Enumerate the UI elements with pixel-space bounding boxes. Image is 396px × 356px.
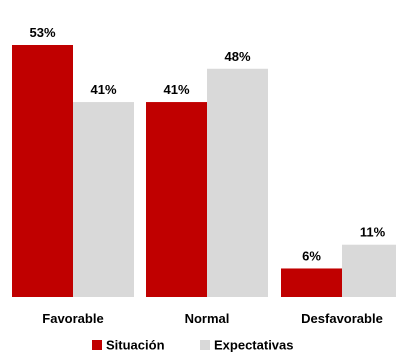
data-label-favorable-expectativas: 41%	[90, 82, 116, 97]
legend: Situación Expectativas	[92, 338, 294, 353]
category-labels-layer: Favorable Normal Desfavorable	[42, 311, 383, 326]
legend-swatch-situacion	[92, 340, 102, 350]
legend-label-situacion: Situación	[106, 338, 165, 353]
value-labels-layer: 53% 41% 41% 48% 6% 11%	[29, 25, 385, 263]
legend-label-expectativas: Expectativas	[214, 338, 294, 353]
category-label-desfavorable: Desfavorable	[301, 311, 383, 326]
bar-desfavorable-situacion	[281, 268, 342, 297]
bar-desfavorable-expectativas	[342, 244, 396, 297]
legend-swatch-expectativas	[200, 340, 210, 350]
data-label-normal-expectativas: 48%	[224, 49, 250, 64]
bar-favorable-situacion	[12, 45, 73, 297]
category-label-favorable: Favorable	[42, 311, 103, 326]
category-label-normal: Normal	[185, 311, 230, 326]
bar-normal-situacion	[146, 102, 207, 297]
bar-normal-expectativas	[207, 68, 268, 297]
data-label-normal-situacion: 41%	[163, 82, 189, 97]
data-label-desfavorable-expectativas: 11%	[360, 225, 386, 240]
bars-layer	[12, 45, 396, 297]
data-label-favorable-situacion: 53%	[29, 25, 55, 40]
bar-favorable-expectativas	[73, 102, 134, 297]
data-label-desfavorable-situacion: 6%	[302, 248, 321, 263]
